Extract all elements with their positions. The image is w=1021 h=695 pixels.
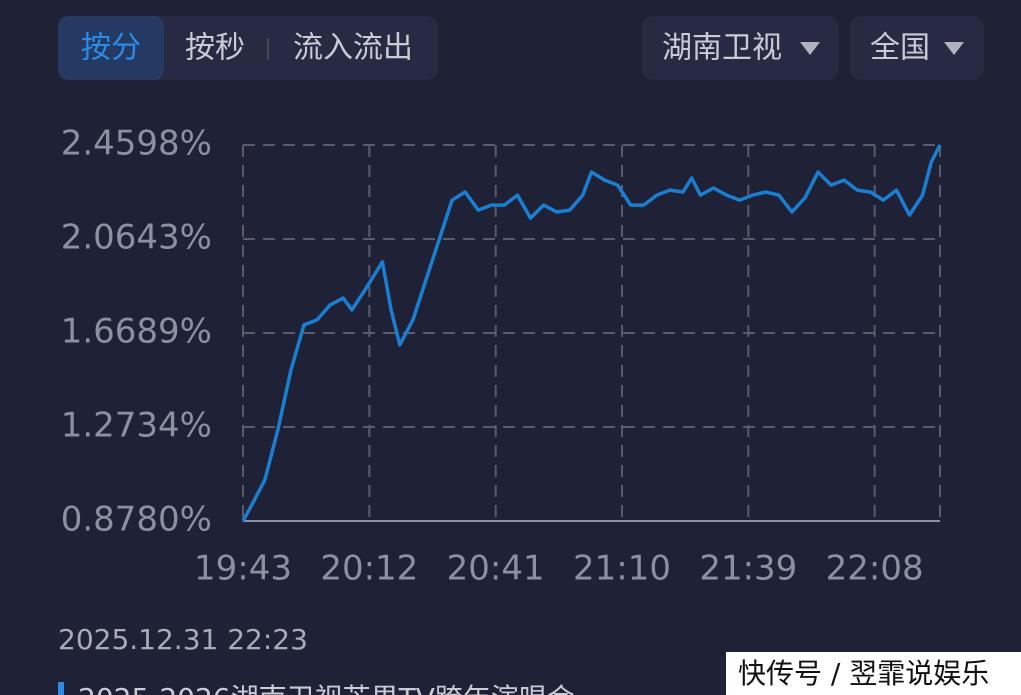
dropdown[interactable] <box>642 16 839 80</box>
timestamp: 2025.12.31 22:23 <box>58 623 308 656</box>
x-tick-label: 19:43 <box>194 549 292 589</box>
dropdown-label[interactable]: 湖南卫视 <box>662 31 782 66</box>
chart: 0.8780% 1.2734% 1.6689% 2.0643% 2.4598% 19:43… <box>61 124 942 589</box>
x-tick-label: 20:12 <box>320 549 418 589</box>
tab[interactable]: 流入流出 <box>293 31 413 66</box>
y-tick-label: 2.0643% <box>61 218 212 258</box>
tab[interactable]: 按秒 <box>185 31 245 66</box>
tab-active-bg <box>58 16 164 80</box>
caret <box>800 42 820 55</box>
dropdown-label[interactable]: 全国 <box>870 31 930 66</box>
x-tick-label: 20:41 <box>447 549 545 589</box>
program-name: 2025-2026湖南卫视芒果TV跨年演唱会 <box>78 682 575 695</box>
watermark-bg <box>726 652 1021 695</box>
watermark: 快传号 / 翌霏说娱乐 <box>738 657 989 690</box>
caret <box>944 42 964 55</box>
series-marker <box>58 682 64 695</box>
y-tick-label: 0.8780% <box>61 500 212 540</box>
y-tick-label: 1.6689% <box>61 312 212 352</box>
dropdown[interactable] <box>850 16 984 80</box>
y-tick-label: 2.4598% <box>61 124 212 164</box>
x-tick-label: 22:08 <box>826 549 924 589</box>
x-tick-label: 21:39 <box>699 549 797 589</box>
tab[interactable]: 按分 <box>81 31 141 66</box>
x-tick-label: 21:10 <box>573 549 671 589</box>
line <box>241 144 942 522</box>
y-tick-label: 1.2734% <box>61 406 212 446</box>
